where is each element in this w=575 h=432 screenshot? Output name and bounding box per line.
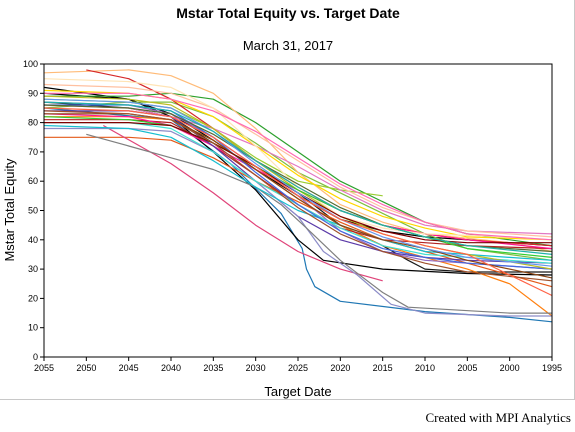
x-tick-label: 2035 (203, 363, 223, 373)
series-line-20 (43, 124, 553, 261)
series-line-9 (43, 69, 553, 253)
y-tick-label: 60 (28, 176, 38, 186)
series-line-31 (44, 121, 552, 244)
series-line-29 (43, 104, 553, 253)
x-tick-label: 2010 (415, 363, 435, 373)
series-line-34 (43, 107, 553, 297)
x-tick-label: 2030 (246, 363, 266, 373)
series-line-32 (43, 110, 553, 282)
y-tick-label: 20 (28, 293, 38, 303)
line-chart: Mstar Total Equity vs. Target Date March… (2, 5, 562, 399)
chart-subtitle: March 31, 2017 (243, 38, 333, 53)
series-line-11 (86, 69, 553, 247)
y-axis-label: Mstar Total Equity (2, 158, 17, 262)
series-line-25 (43, 83, 553, 238)
x-axis-label: Target Date (264, 384, 331, 399)
chart-frame: Mstar Total Equity vs. Target Date March… (0, 0, 575, 400)
x-tick-label: 2050 (76, 363, 96, 373)
series-line-35 (43, 101, 553, 255)
series-line-27 (44, 92, 553, 241)
series-line-15 (103, 124, 383, 282)
y-tick-label: 50 (28, 206, 38, 216)
x-tick-label: 1995 (542, 363, 562, 373)
series-line-16 (43, 101, 553, 270)
x-tick-label: 2005 (457, 363, 477, 373)
y-tick-label: 30 (28, 264, 38, 274)
credit-text: Created with MPI Analytics (425, 410, 571, 425)
series-line-13 (43, 104, 553, 235)
y-tick-label: 100 (23, 59, 38, 69)
series-line-33 (43, 98, 553, 267)
x-tick-label: 2000 (500, 363, 520, 373)
y-tick-label: 90 (28, 88, 38, 98)
x-tick-label: 2020 (330, 363, 350, 373)
x-tick-label: 2055 (34, 363, 54, 373)
series-line-1 (43, 107, 553, 323)
y-tick-label: 40 (28, 235, 38, 245)
y-tick-label: 0 (33, 352, 38, 362)
x-tick-label: 2045 (119, 363, 139, 373)
x-axis: 2055 2050 2045 2040 2035 2030 2025 2020 2015 2010… (34, 357, 562, 373)
chart-title: Mstar Total Equity vs. Target Date (176, 5, 400, 21)
series-line-19 (86, 133, 552, 314)
series-layer (43, 69, 553, 323)
y-tick-label: 80 (28, 118, 38, 128)
series-line-18 (44, 127, 552, 317)
y-tick-label: 10 (28, 323, 38, 333)
x-tick-label: 2040 (161, 363, 181, 373)
x-tick-label: 2025 (288, 363, 308, 373)
y-tick-label: 70 (28, 147, 38, 157)
y-axis: 0 10 20 30 40 50 60 70 80 90 100 (23, 59, 44, 362)
x-tick-label: 2015 (373, 363, 393, 373)
